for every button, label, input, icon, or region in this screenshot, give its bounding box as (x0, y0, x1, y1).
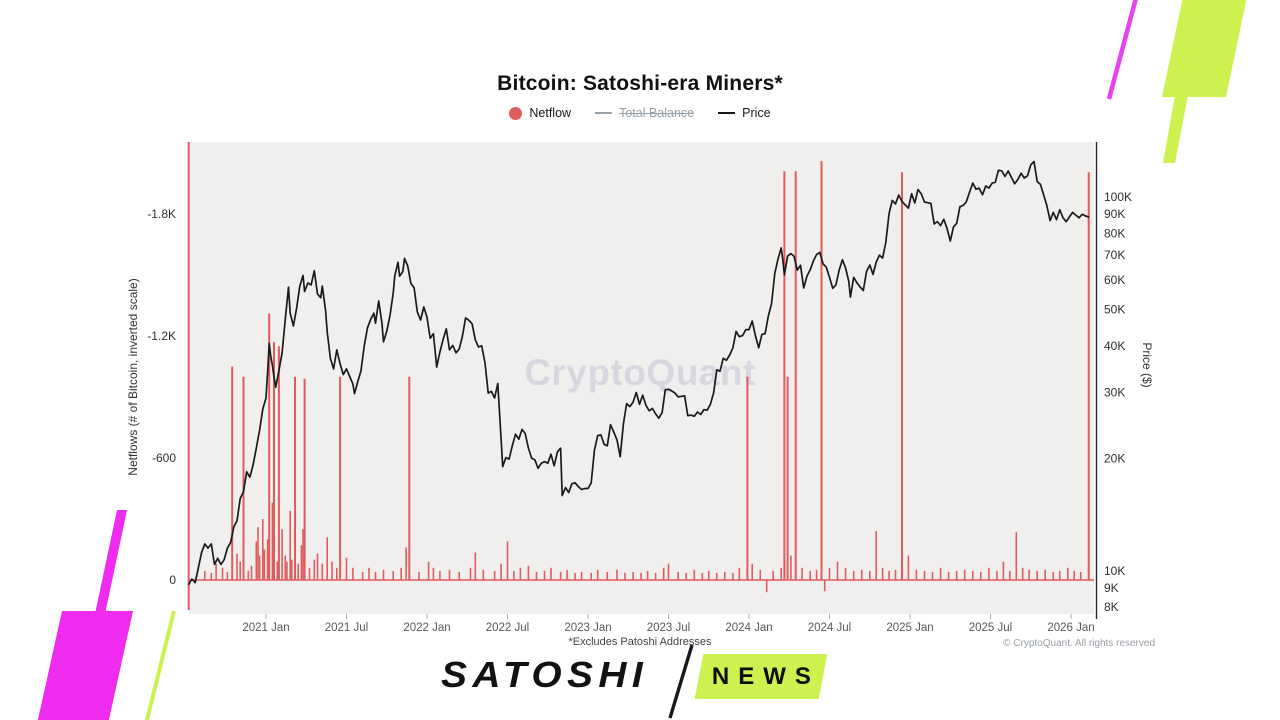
chart-title: Bitcoin: Satoshi-era Miners* (497, 72, 783, 95)
x-tick-label: 2025 Jan (886, 622, 933, 634)
legend-item-total-balance[interactable]: Total Balance (595, 106, 694, 120)
left-axis-tick-label: -1.2K (147, 329, 176, 343)
right-axis-tick-label: 40K (1104, 339, 1125, 353)
left-axis-title: Netflows (# of Bitcoin, inverted scale) (126, 278, 140, 476)
price-line (187, 160, 1090, 586)
right-axis-tick-label: 90K (1104, 207, 1125, 221)
copyright-notice: © CryptoQuant. All rights reserved (1003, 638, 1155, 649)
x-tick-label: 2023 Jul (647, 622, 690, 634)
right-axis-tick-label: 80K (1104, 226, 1125, 240)
right-axis-title: Price ($) (1140, 342, 1154, 388)
right-axis-tick-label: 9K (1104, 581, 1119, 595)
x-tick-label: 2021 Jul (325, 622, 368, 634)
x-tick-label: 2022 Jul (486, 622, 529, 634)
news-badge-label: NEWS (711, 662, 820, 690)
right-axis-tick-label: 10K (1104, 564, 1125, 578)
left-axis-tick-label: -1.8K (147, 207, 176, 221)
netflow-dot-icon (509, 106, 523, 120)
right-axis-tick-label: 100K (1104, 190, 1132, 204)
news-badge: NEWS (694, 654, 828, 699)
left-axis-tick-label: -600 (152, 451, 176, 465)
legend-label-price: Price (742, 106, 771, 120)
right-axis-tick-label: 20K (1104, 451, 1125, 465)
right-axis-tick-label: 50K (1104, 303, 1125, 317)
right-axis-tick-label: 70K (1104, 248, 1125, 262)
price-line-icon (718, 111, 736, 115)
legend-label-total-balance: Total Balance (619, 106, 695, 120)
satoshi-news-brand-text: SATOSHI (441, 654, 649, 695)
x-tick-label: 2021 Jan (242, 622, 289, 634)
left-axis-tick-label: 0 (169, 573, 176, 587)
right-axis-tick-label: 8K (1104, 600, 1119, 614)
x-tick-label: 2025 Jul (969, 622, 1012, 634)
x-tick-label: 2023 Jan (564, 622, 611, 634)
chart-legend: Netflow Total Balance Price (0, 106, 1280, 120)
total-balance-line-icon (595, 111, 613, 115)
right-axis-tick-label: 60K (1104, 273, 1125, 287)
right-axis-tick-label: 30K (1104, 385, 1125, 399)
x-tick-label: 2024 Jan (725, 622, 772, 634)
x-tick-label: 2024 Jul (808, 622, 851, 634)
x-tick-label: 2022 Jan (403, 622, 450, 634)
legend-item-netflow[interactable]: Netflow (509, 106, 571, 120)
legend-item-price[interactable]: Price (718, 106, 771, 120)
x-tick-label: 2026 Jan (1047, 622, 1094, 634)
legend-label-netflow: Netflow (529, 106, 572, 120)
